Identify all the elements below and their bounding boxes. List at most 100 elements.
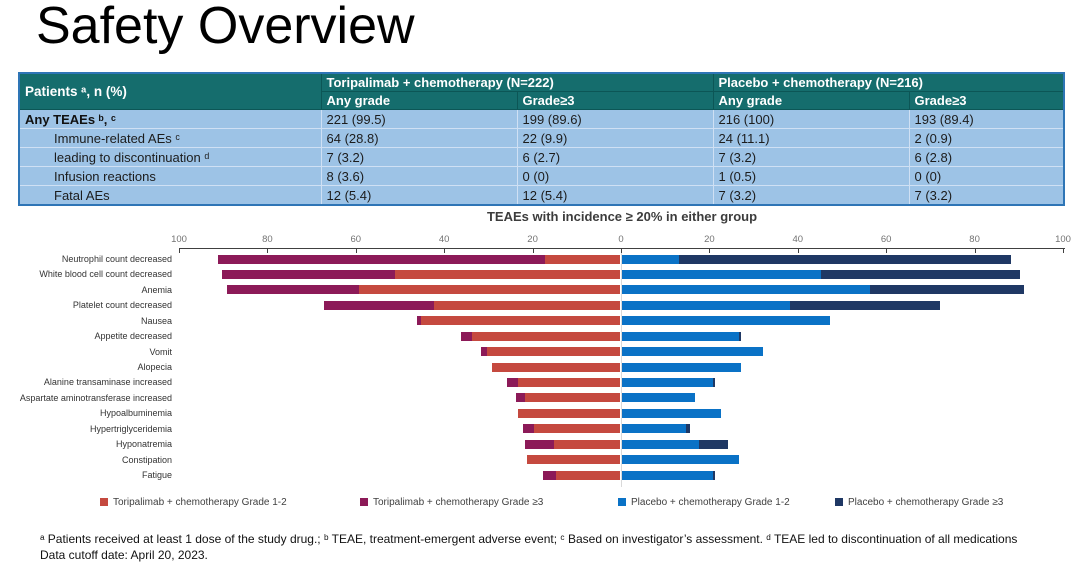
cell-value: 8 (3.6) xyxy=(320,166,518,186)
placebo-grade12-segment xyxy=(622,439,700,449)
cell-value: 0 (0) xyxy=(516,166,714,186)
table-body: Any TEAEs ᵇ, ᶜ 221 (99.5) 199 (89.6) 216 (1… xyxy=(18,109,1065,206)
footnote-line-1: ᵃ Patients received at least 1 dose of t… xyxy=(40,532,1018,546)
toripalimab-grade12-segment xyxy=(553,439,620,449)
legend-swatch xyxy=(100,498,108,506)
toripalimab-grade12-segment xyxy=(491,362,620,372)
legend-swatch xyxy=(835,498,843,506)
category-label: Hypertriglyceridemia xyxy=(89,423,172,434)
table-corner-header: Patients ᵃ, n (%) xyxy=(18,72,322,110)
placebo-bar xyxy=(622,377,715,387)
placebo-bar xyxy=(622,254,1011,264)
placebo-grade3-segment xyxy=(712,470,715,480)
placebo-bar xyxy=(622,331,742,341)
toripalimab-grade12-segment xyxy=(421,316,620,326)
placebo-bar xyxy=(622,408,722,418)
legend-label: Toripalimab + chemotherapy Grade 1-2 xyxy=(113,496,287,508)
category-label: Constipation xyxy=(121,454,172,465)
axis-tick-label: 60 xyxy=(350,234,362,245)
toripalimab-grade3-segment xyxy=(522,424,534,434)
toripalimab-bar xyxy=(226,285,620,295)
toripalimab-bar xyxy=(522,424,620,434)
category-label: Platelet count decreased xyxy=(72,300,172,311)
axis-tick-label: 20 xyxy=(704,234,715,245)
toripalimab-bar xyxy=(516,393,620,403)
placebo-bar xyxy=(622,300,941,310)
row-label: leading to discontinuation ᵈ xyxy=(18,147,322,167)
placebo-bar xyxy=(622,316,830,326)
legend-item: Placebo + chemotherapy Grade 1-2 xyxy=(618,496,790,508)
axis-tick xyxy=(709,249,711,253)
ae-summary-table: Patients ᵃ, n (%) Toripalimab + chemothe… xyxy=(18,72,1066,206)
placebo-grade12-segment xyxy=(622,254,680,264)
placebo-grade12-segment xyxy=(622,377,713,387)
axis-tick xyxy=(355,249,357,253)
category-label: Alopecia xyxy=(137,362,172,372)
toripalimab-grade3-segment xyxy=(222,269,395,279)
toripalimab-grade3-segment xyxy=(416,316,422,326)
placebo-grade12-segment xyxy=(622,455,740,465)
placebo-grade12-segment xyxy=(622,393,695,403)
footnote-line-2: Data cutoff date: April 20, 2023. xyxy=(40,548,208,562)
placebo-grade3-segment xyxy=(712,377,715,387)
cell-value: 22 (9.9) xyxy=(516,128,714,148)
axis-tick xyxy=(621,249,622,253)
toripalimab-grade12-segment xyxy=(359,285,620,295)
center-gridline xyxy=(621,249,622,487)
legend-label: Placebo + chemotherapy Grade 1-2 xyxy=(631,496,790,508)
cell-value: 6 (2.7) xyxy=(516,147,714,167)
toripalimab-bar xyxy=(491,362,620,372)
page-title: Safety Overview xyxy=(36,0,415,55)
row-label: Fatal AEs xyxy=(18,185,322,206)
axis-tick-label: 80 xyxy=(969,234,980,245)
placebo-grade12-segment xyxy=(622,347,764,357)
axis-tick xyxy=(444,249,446,253)
placebo-grade3-segment xyxy=(789,300,941,310)
cell-value: 12 (5.4) xyxy=(516,185,714,206)
toripalimab-grade3-segment xyxy=(480,347,488,357)
axis-tick-label: 100 xyxy=(171,234,187,245)
toripalimab-grade3-segment xyxy=(323,300,435,310)
axis-tick xyxy=(797,249,799,253)
placebo-bar xyxy=(622,347,764,357)
legend-item: Toripalimab + chemotherapy Grade 1-2 xyxy=(100,496,287,508)
subheader-any-grade-toripalimab: Any grade xyxy=(320,91,518,110)
placebo-grade3-segment xyxy=(679,254,1011,264)
cell-value: 221 (99.5) xyxy=(320,109,518,129)
table-row: Infusion reactions 8 (3.6) 0 (0) 1 (0.5) 0 (… xyxy=(18,166,1065,186)
row-label: Any TEAEs ᵇ, ᶜ xyxy=(18,109,322,129)
toripalimab-bar xyxy=(222,269,620,279)
axis-tick xyxy=(886,249,888,253)
axis-tick-label: 20 xyxy=(527,234,538,245)
axis-tick-label: 0 xyxy=(618,234,624,245)
toripalimab-grade12-segment xyxy=(394,269,620,279)
placebo-grade12-segment xyxy=(622,316,830,326)
placebo-bar xyxy=(622,269,1020,279)
toripalimab-bar xyxy=(217,254,620,264)
axis-tick xyxy=(179,249,180,253)
placebo-grade12-segment xyxy=(622,470,713,480)
toripalimab-grade12-segment xyxy=(434,300,620,310)
legend-swatch xyxy=(618,498,626,506)
toripalimab-grade3-segment xyxy=(460,331,472,341)
placebo-bar xyxy=(622,455,740,465)
toripalimab-grade3-segment xyxy=(507,377,519,387)
x-axis-line xyxy=(179,248,1065,249)
cell-value: 0 (0) xyxy=(908,166,1065,186)
placebo-bar xyxy=(622,393,695,403)
toripalimab-bar xyxy=(480,347,620,357)
cell-value: 193 (89.4) xyxy=(908,109,1065,129)
placebo-grade3-segment xyxy=(686,424,691,434)
category-label: Fatigue xyxy=(141,470,172,481)
toripalimab-bar xyxy=(527,455,620,465)
cell-value: 7 (3.2) xyxy=(712,185,910,206)
axis-tick-label: 40 xyxy=(792,234,804,245)
placebo-grade12-segment xyxy=(622,285,870,295)
axis-tick-label: 60 xyxy=(880,234,892,245)
category-label: Appetite decreased xyxy=(94,331,172,342)
table-row: Immune-related AEs ᶜ 64 (28.8) 22 (9.9) 24 … xyxy=(18,128,1065,148)
toripalimab-grade12-segment xyxy=(527,455,620,465)
category-label: White blood cell count decreased xyxy=(39,269,172,280)
axis-tick xyxy=(1063,249,1064,253)
placebo-grade12-segment xyxy=(622,331,740,341)
